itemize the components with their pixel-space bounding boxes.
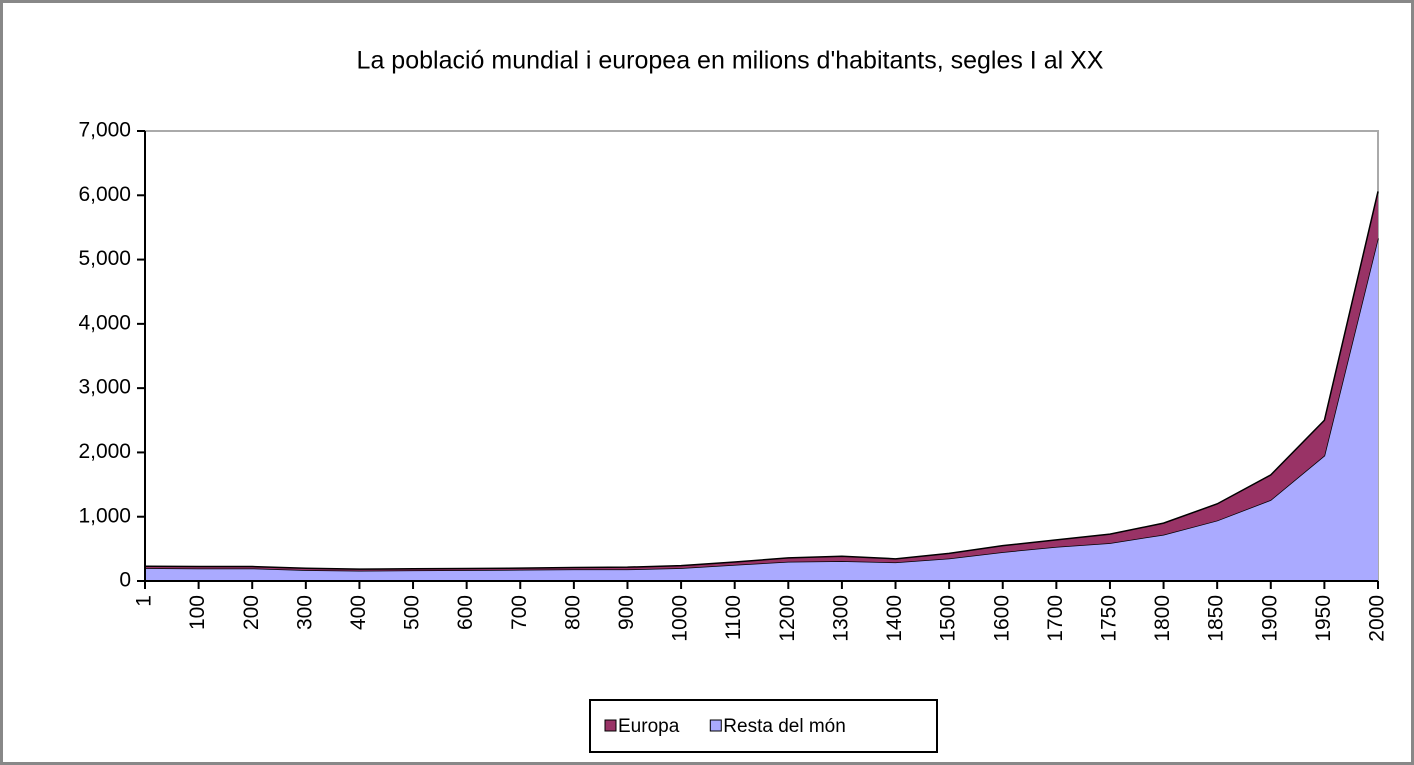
legend-label: Europa [618, 716, 680, 737]
x-tick-label: 1200 [776, 595, 799, 642]
x-tick-label: 300 [293, 595, 316, 630]
x-tick-label: 500 [401, 595, 424, 630]
x-tick-label: 2000 [1366, 595, 1389, 642]
area-edge [144, 191, 1379, 570]
legend-swatch [709, 719, 722, 732]
x-tick-label: 1300 [829, 595, 852, 642]
x-tick-label: 1100 [722, 595, 745, 640]
y-tick-label: 0 [119, 569, 131, 592]
x-tick-label: 1000 [669, 595, 692, 642]
x-tick-label: 900 [615, 595, 638, 630]
plot-area [144, 130, 1379, 582]
y-tick-label: 4,000 [78, 311, 131, 334]
x-tick-label: 800 [561, 595, 584, 630]
y-tick-label: 6,000 [78, 183, 131, 206]
x-tick-label: 1700 [1044, 595, 1067, 642]
legend-label: Resta del món [723, 716, 846, 737]
x-tick-label: 400 [347, 595, 370, 630]
area [145, 238, 1378, 581]
x-tick-label: 200 [240, 595, 263, 630]
chart-title: La població mundial i europea en milions… [357, 47, 1104, 75]
y-tick-label: 1,000 [78, 504, 131, 527]
x-tick-label: 1800 [1151, 595, 1174, 642]
x-tick-label: 1 [133, 595, 156, 607]
x-tick-label: 1950 [1312, 595, 1335, 642]
x-tick-label: 1750 [1098, 595, 1121, 642]
y-tick-label: 7,000 [78, 119, 131, 142]
y-tick-label: 3,000 [78, 376, 131, 399]
x-tick-label: 100 [186, 595, 209, 630]
x-tick-label: 600 [454, 595, 477, 630]
x-tick-label: 1600 [990, 595, 1013, 642]
legend-box [589, 699, 938, 753]
x-tick-label: 700 [508, 595, 531, 630]
y-tick-label: 5,000 [78, 247, 131, 270]
x-tick-label: 1500 [937, 595, 960, 642]
x-tick-label: 1850 [1205, 595, 1228, 642]
x-tick-label: 1400 [883, 595, 906, 642]
x-tick-label: 1900 [1258, 595, 1281, 642]
y-tick-label: 2,000 [78, 440, 131, 463]
legend-swatch [604, 719, 617, 732]
